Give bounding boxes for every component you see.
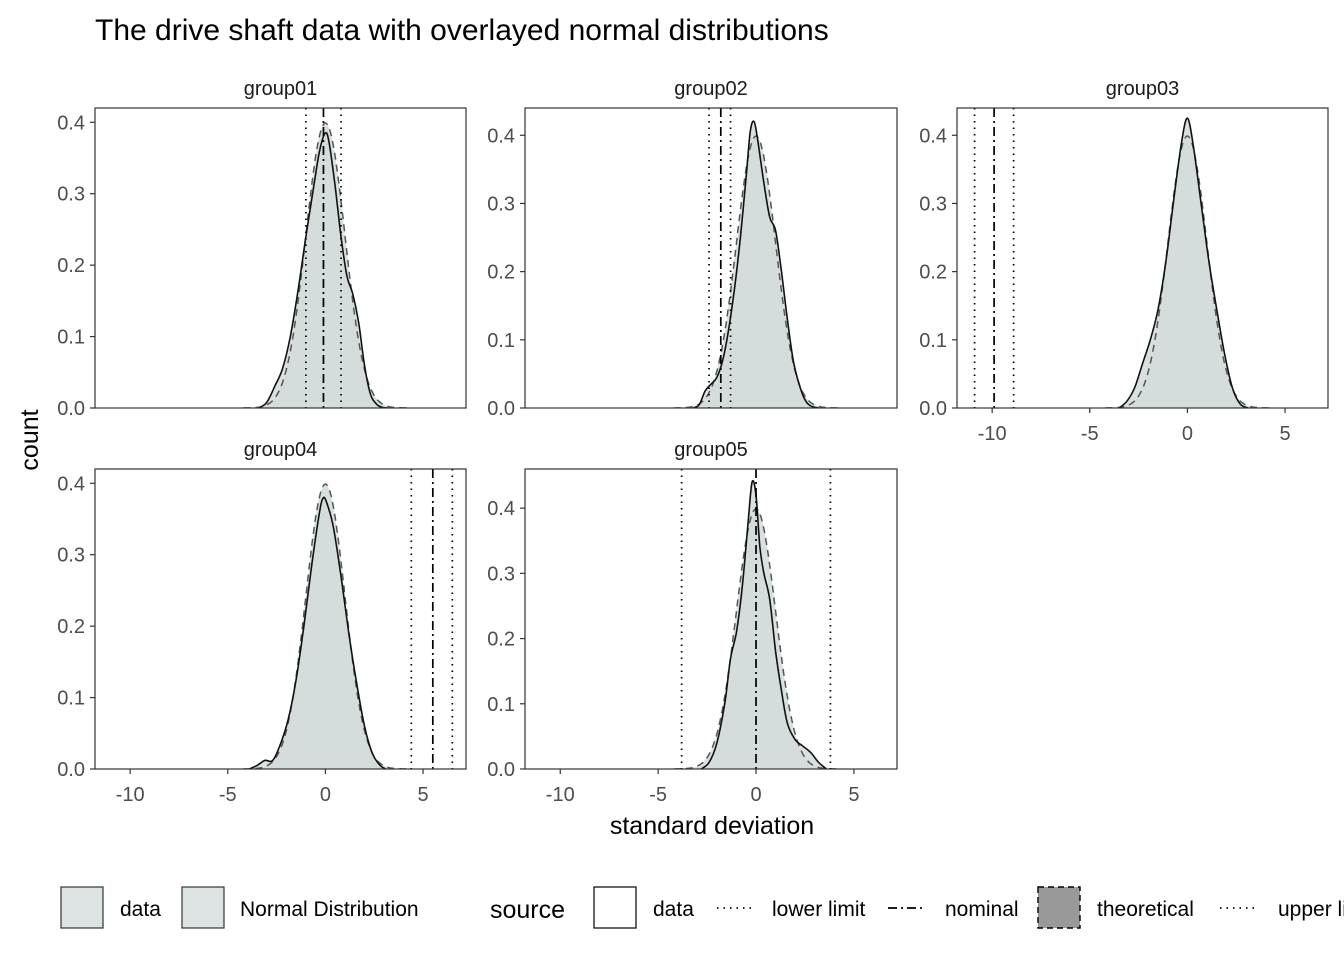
strip-label: group05: [674, 439, 747, 461]
data-density-line: [258, 131, 388, 408]
strip-label: group03: [1106, 78, 1179, 100]
x-tick-label: 0: [1182, 423, 1193, 445]
x-tick-label: -10: [978, 423, 1007, 445]
y-tick-label: 0.0: [57, 759, 85, 781]
legend-fill: data Normal Distribution: [60, 886, 419, 929]
x-tick-label: -5: [649, 784, 667, 806]
legend-label: upper limit: [1278, 898, 1344, 921]
data-density-fill: [701, 480, 827, 769]
y-tick-label: 0.1: [487, 330, 515, 352]
legend-label: data: [653, 898, 694, 921]
data-density-fill: [259, 132, 388, 408]
legend-fill-swatch: [60, 886, 104, 929]
data-density-line: [692, 120, 819, 408]
strip-label: group01: [244, 78, 317, 100]
facet-panels: group01 0.0 0.1 0.2 0.3 0.4 group02 0.0 0.1 0.2 0.…: [57, 78, 1329, 806]
panel-group01: group01 0.0 0.1 0.2 0.3 0.4: [57, 78, 467, 420]
theoretical-density-line: [243, 483, 408, 769]
panel-group03: group03 0.0 0.1 0.2 0.3 0.4 -10 -5 0 5: [919, 78, 1329, 445]
x-tick-label: 5: [1279, 423, 1290, 445]
panel-border: [94, 468, 467, 770]
data-density-fill: [249, 497, 386, 769]
data-density-line: [248, 496, 387, 769]
panel-group05: group05 0.0 0.1 0.2 0.3 0.4 -10 -5 0 5: [487, 439, 898, 806]
y-tick-label: 0.2: [57, 255, 85, 277]
y-tick-label: 0.4: [919, 125, 947, 147]
x-tick-label: -5: [219, 784, 237, 806]
strip-label: group04: [244, 439, 317, 461]
y-tick-label: 0.3: [57, 184, 85, 206]
panel-border: [956, 107, 1329, 409]
chart-title: The drive shaft data with overlayed norm…: [95, 14, 829, 47]
y-axis-title: count: [16, 409, 44, 470]
x-tick-label: -10: [546, 784, 575, 806]
y-tick-label: 0.1: [57, 688, 85, 710]
legend-key-data: data: [593, 886, 694, 929]
legend-fill-label: data: [120, 898, 161, 921]
x-tick-label: 5: [417, 784, 428, 806]
legend-swatch: [1037, 886, 1081, 929]
legend-key-lower-limit: lower limit: [717, 898, 866, 921]
x-axis-title: standard deviation: [610, 812, 814, 840]
panel-group04: group04 0.0 0.1 0.2 0.3 0.4 -10 -5 0 5: [57, 439, 467, 806]
theoretical-density-line: [1105, 135, 1270, 408]
data-density-line: [700, 479, 828, 769]
legend-key-upper-limit: upper limit: [1220, 898, 1344, 921]
legend-key-nominal: nominal: [888, 898, 1019, 921]
y-tick-label: 0.0: [919, 398, 947, 420]
x-tick-label: 0: [750, 784, 761, 806]
y-tick-label: 0.4: [57, 112, 85, 134]
y-tick-label: 0.1: [487, 694, 515, 716]
panel-group02: group02 0.0 0.1 0.2 0.3 0.4: [487, 78, 898, 420]
x-tick-label: -10: [116, 784, 145, 806]
legend-source: source data lower limit nominal theoretical u…: [490, 886, 1344, 929]
y-tick-label: 0.2: [487, 629, 515, 651]
plot-area: [673, 108, 839, 408]
y-tick-label: 0.0: [57, 398, 85, 420]
legend-fill-swatch: [181, 886, 225, 929]
y-tick-label: 0.3: [57, 545, 85, 567]
y-tick-label: 0.4: [57, 473, 85, 495]
y-tick-label: 0.0: [487, 398, 515, 420]
y-tick-label: 0.4: [487, 498, 515, 520]
y-tick-label: 0.3: [487, 563, 515, 585]
legend-fill-label: Normal Distribution: [240, 898, 419, 921]
panel-border: [94, 107, 467, 409]
legend-key-theoretical: theoretical: [1037, 886, 1194, 929]
legend: data Normal Distribution source data lower l…: [60, 886, 1344, 929]
data-density-line: [1118, 117, 1249, 408]
legend-label: theoretical: [1097, 898, 1194, 921]
y-tick-label: 0.0: [487, 759, 515, 781]
y-tick-label: 0.2: [919, 262, 947, 284]
legend-title: source: [490, 896, 565, 924]
y-tick-label: 0.1: [57, 327, 85, 349]
legend-swatch: [593, 886, 637, 929]
y-tick-label: 0.3: [919, 193, 947, 215]
x-tick-label: 5: [848, 784, 859, 806]
plot-area: [673, 469, 839, 769]
plot-area: [243, 469, 454, 769]
data-density-fill: [1119, 118, 1248, 408]
panel-border: [524, 468, 898, 770]
y-tick-label: 0.3: [487, 193, 515, 215]
theoretical-density-line: [243, 122, 408, 408]
panel-border: [524, 107, 898, 409]
legend-label: nominal: [945, 898, 1019, 921]
plot-area: [243, 108, 408, 408]
plot-area: [973, 108, 1270, 408]
strip-label: group02: [674, 78, 747, 100]
y-tick-label: 0.1: [919, 330, 947, 352]
y-tick-label: 0.2: [487, 262, 515, 284]
legend-label: lower limit: [772, 898, 866, 921]
y-tick-label: 0.4: [487, 125, 515, 147]
y-tick-label: 0.2: [57, 616, 85, 638]
x-tick-label: 0: [320, 784, 331, 806]
x-tick-label: -5: [1081, 423, 1099, 445]
